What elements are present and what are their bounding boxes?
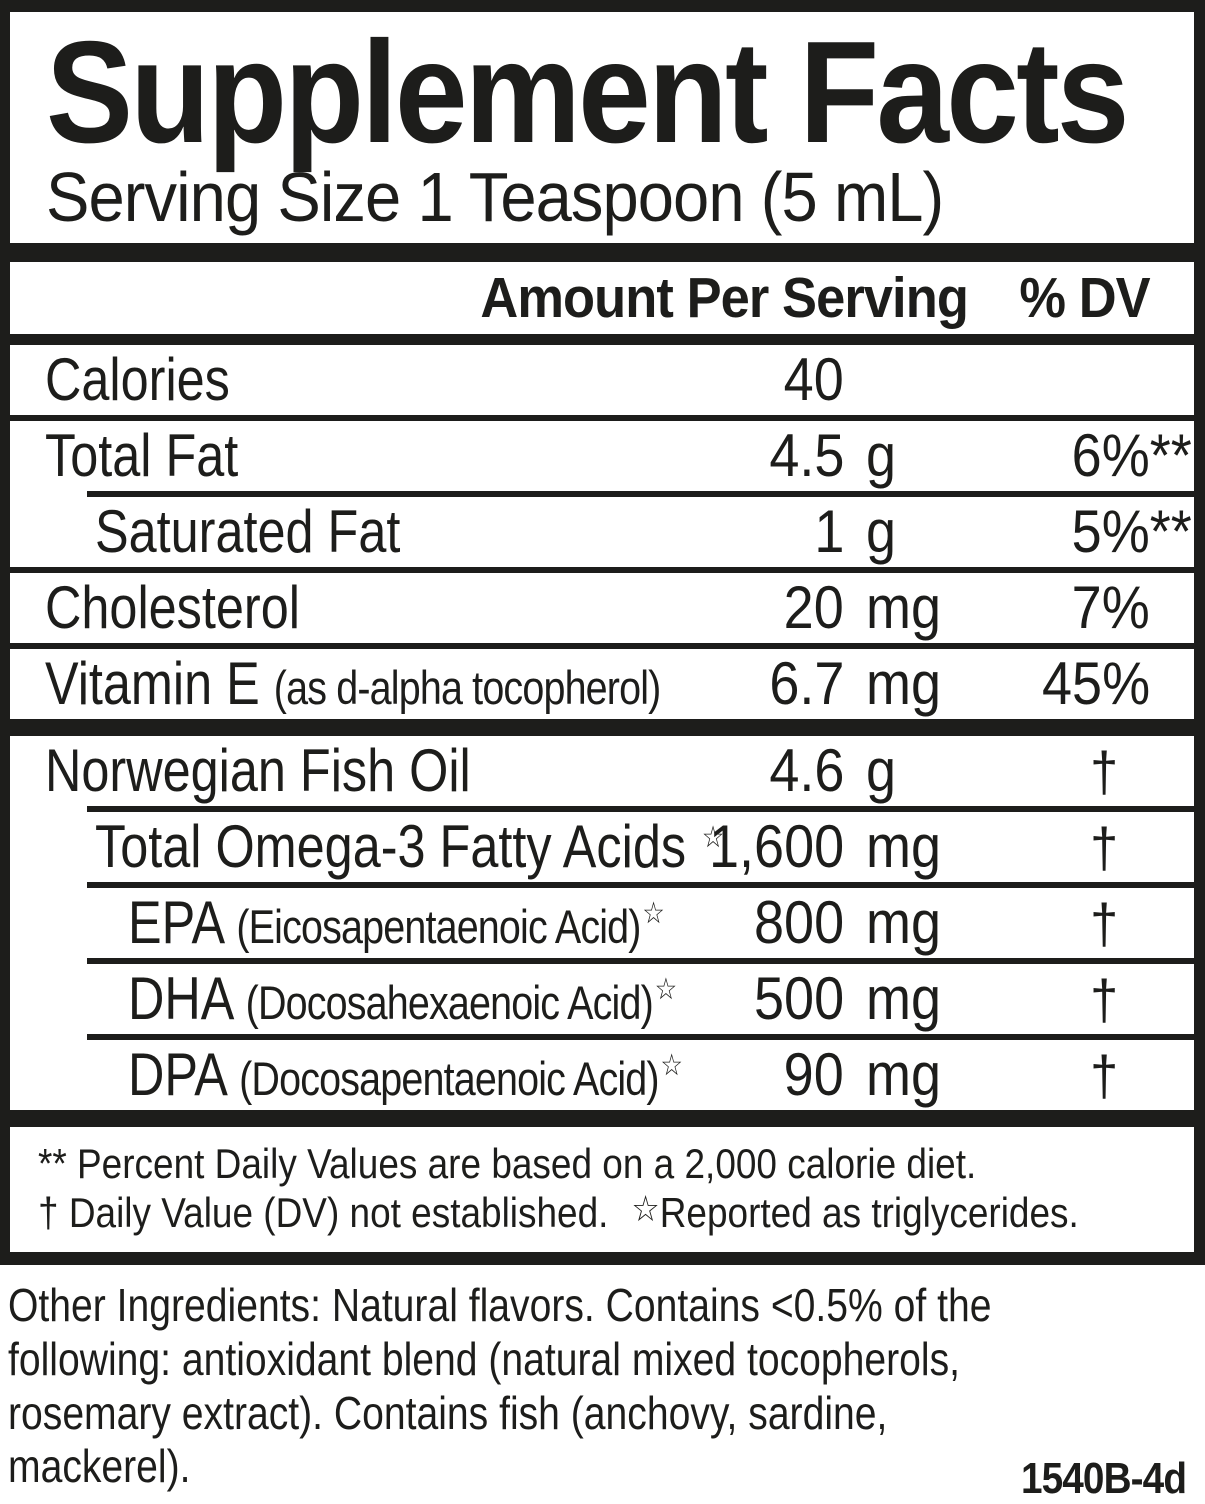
nutrient-name: Total Omega-3 Fatty Acids bbox=[95, 813, 687, 881]
column-header-dv: % DV bbox=[1019, 265, 1151, 330]
row-separator bbox=[87, 957, 1194, 964]
table-row: EPA (Eicosapentaenoic Acid)☆ 800 mg † bbox=[10, 888, 1194, 958]
row-separator bbox=[10, 1109, 1194, 1127]
triglyceride-star-icon: ☆ bbox=[701, 821, 725, 855]
amount-value: 500 bbox=[753, 965, 844, 1033]
table-row: Total Fat 4.5 g 6%** bbox=[45, 422, 1193, 490]
column-header-row: Amount Per Serving % DV bbox=[10, 262, 1194, 334]
nutrient-name: EPA bbox=[128, 889, 223, 957]
nutrient-name: Cholesterol bbox=[45, 574, 300, 642]
daily-value: 6% bbox=[1071, 422, 1150, 490]
daily-value: † bbox=[1089, 892, 1118, 956]
daily-value: 7% bbox=[1071, 574, 1150, 642]
serving-size: Serving Size 1 Teaspoon (5 mL) bbox=[46, 158, 944, 237]
amount-value: 1 bbox=[813, 498, 844, 566]
triglyceride-star-icon: ☆ bbox=[631, 1188, 660, 1230]
table-row: DPA (Docosapentaenoic Acid)☆ 90 mg † bbox=[10, 1040, 1194, 1110]
amount-unit: mg bbox=[866, 813, 942, 881]
amount-value: 20 bbox=[783, 574, 844, 642]
nutrient-name: Calories bbox=[45, 346, 230, 414]
nutrient-name: DPA bbox=[128, 1041, 226, 1109]
other-ingredients-line: following: antioxidant blend (natural mi… bbox=[8, 1332, 960, 1385]
amount-value: 800 bbox=[753, 889, 844, 957]
table-row: Vitamin E (as d-alpha tocopherol) 6.7 mg… bbox=[10, 649, 1194, 719]
nutrient-note: (Docosahexaenoic Acid) bbox=[245, 976, 654, 1030]
footnote-triglycerides: Reported as triglycerides. bbox=[659, 1189, 1079, 1237]
table-row: Total Omega-3 Fatty Acids ☆ 1,600 mg † bbox=[10, 812, 1194, 882]
nutrient-name: Norwegian Fish Oil bbox=[45, 737, 471, 805]
amount-value: 40 bbox=[783, 346, 844, 414]
nutrient-note: (Eicosapentaenoic Acid) bbox=[236, 900, 641, 954]
other-ingredients-line: Other Ingredients: Natural flavors. Cont… bbox=[8, 1278, 992, 1331]
amount-unit: g bbox=[866, 737, 897, 805]
footnotes: ** Percent Daily Values are based on a 2… bbox=[10, 1127, 1194, 1252]
amount-value: 90 bbox=[783, 1041, 844, 1109]
supplement-facts-panel: Supplement Facts Serving Size 1 Teaspoon… bbox=[0, 0, 1205, 1265]
other-ingredients: Other Ingredients: Natural flavors. Cont… bbox=[8, 1278, 1205, 1503]
table-row: Cholesterol 20 mg 7% bbox=[10, 573, 1194, 643]
daily-value: † bbox=[1089, 740, 1118, 804]
amount-value: 4.6 bbox=[768, 737, 844, 805]
table-row: Calories 40 bbox=[10, 345, 1194, 415]
nutrient-note: (as d-alpha tocopherol) bbox=[273, 661, 662, 715]
amount-unit: mg bbox=[866, 1041, 942, 1109]
product-code: 1540B-4d bbox=[1021, 1453, 1187, 1503]
row-separator bbox=[10, 718, 1194, 736]
amount-value: 1,600 bbox=[708, 813, 844, 881]
section-divider-bar bbox=[10, 333, 1194, 345]
daily-value: 5% bbox=[1071, 498, 1150, 566]
table-row: Norwegian Fish Oil 4.6 g † bbox=[10, 736, 1194, 806]
triglyceride-star-icon: ☆ bbox=[654, 973, 678, 1007]
nutrient-name: DHA bbox=[128, 965, 232, 1033]
row-separator bbox=[87, 1033, 1194, 1040]
nutrient-name: Total Fat bbox=[45, 422, 239, 490]
footnote-daily-values: ** Percent Daily Values are based on a 2… bbox=[38, 1139, 977, 1187]
row-separator bbox=[87, 490, 1194, 497]
nutrient-table: Calories 40 Total Fat 4.5 g 6%** Saturat… bbox=[10, 345, 1194, 1127]
table-row: DHA (Docosahexaenoic Acid)☆ 500 mg † bbox=[10, 964, 1194, 1034]
triglyceride-star-icon: ☆ bbox=[660, 1049, 684, 1083]
daily-value: † bbox=[1089, 816, 1118, 880]
panel-title: Supplement Facts bbox=[46, 11, 1129, 173]
amount-value: 6.7 bbox=[768, 650, 844, 718]
nutrient-name: Saturated Fat bbox=[95, 498, 401, 566]
row-separator bbox=[87, 805, 1194, 812]
amount-unit: mg bbox=[866, 965, 942, 1033]
nutrient-note: (Docosapentaenoic Acid) bbox=[239, 1052, 659, 1106]
column-header-amount: Amount Per Serving bbox=[480, 265, 969, 330]
row-separator bbox=[10, 566, 1194, 573]
row-separator bbox=[10, 414, 1194, 421]
amount-unit: g bbox=[866, 422, 897, 490]
amount-value: 4.5 bbox=[768, 422, 844, 490]
daily-value: † bbox=[1089, 968, 1118, 1032]
table-row: Saturated Fat 1 g 5%** bbox=[95, 498, 1193, 566]
amount-unit: mg bbox=[866, 650, 942, 718]
footnote-dv-not-established: † Daily Value (DV) not established. ☆Repo… bbox=[38, 1188, 1079, 1237]
amount-unit: g bbox=[866, 498, 897, 566]
row-separator bbox=[10, 642, 1194, 649]
daily-value: 45% bbox=[1041, 650, 1150, 718]
title-section: Supplement Facts Serving Size 1 Teaspoon… bbox=[10, 12, 1194, 243]
amount-unit: mg bbox=[866, 574, 942, 642]
amount-unit: mg bbox=[866, 889, 942, 957]
section-divider-bar bbox=[10, 242, 1194, 262]
other-ingredients-line: mackerel). bbox=[8, 1440, 191, 1493]
daily-value: † bbox=[1089, 1044, 1118, 1108]
nutrient-name: Vitamin E bbox=[45, 650, 260, 718]
other-ingredients-line: rosemary extract). Contains fish (anchov… bbox=[8, 1386, 888, 1439]
row-separator bbox=[87, 881, 1194, 888]
triglyceride-star-icon: ☆ bbox=[642, 897, 665, 931]
